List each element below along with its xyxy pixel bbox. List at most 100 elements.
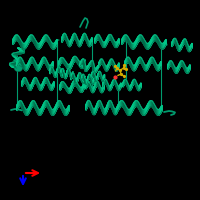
Polygon shape — [90, 41, 91, 46]
Polygon shape — [21, 101, 22, 107]
Polygon shape — [49, 39, 50, 45]
Polygon shape — [93, 66, 94, 71]
Polygon shape — [178, 46, 179, 51]
Polygon shape — [29, 106, 30, 113]
Polygon shape — [93, 63, 94, 68]
Polygon shape — [51, 64, 52, 70]
Polygon shape — [22, 42, 23, 48]
Polygon shape — [116, 108, 117, 114]
Polygon shape — [91, 61, 92, 65]
Polygon shape — [121, 101, 122, 106]
Polygon shape — [43, 57, 44, 63]
Polygon shape — [181, 43, 182, 48]
Polygon shape — [66, 86, 67, 91]
Polygon shape — [96, 67, 97, 72]
Polygon shape — [18, 61, 22, 62]
Polygon shape — [131, 62, 132, 68]
Polygon shape — [71, 73, 85, 83]
Polygon shape — [65, 84, 66, 89]
Polygon shape — [84, 60, 85, 65]
Polygon shape — [95, 69, 96, 73]
Polygon shape — [20, 50, 24, 52]
Polygon shape — [149, 42, 150, 48]
Polygon shape — [43, 37, 44, 43]
Polygon shape — [40, 42, 41, 48]
Polygon shape — [140, 106, 141, 112]
Polygon shape — [144, 40, 145, 46]
Polygon shape — [13, 35, 57, 49]
Polygon shape — [17, 61, 21, 63]
Polygon shape — [136, 40, 137, 45]
Polygon shape — [17, 61, 22, 62]
Polygon shape — [93, 66, 94, 70]
Polygon shape — [79, 86, 80, 91]
Polygon shape — [17, 57, 53, 71]
Polygon shape — [75, 56, 76, 61]
Polygon shape — [43, 104, 44, 110]
Polygon shape — [163, 43, 164, 49]
Polygon shape — [10, 65, 14, 66]
Polygon shape — [69, 65, 70, 69]
Polygon shape — [67, 64, 68, 69]
Polygon shape — [85, 66, 86, 71]
Polygon shape — [90, 62, 91, 66]
Polygon shape — [18, 36, 19, 42]
Polygon shape — [78, 60, 79, 65]
Polygon shape — [153, 103, 154, 109]
Polygon shape — [59, 61, 60, 66]
Polygon shape — [83, 60, 84, 64]
Polygon shape — [20, 57, 21, 63]
Polygon shape — [133, 104, 134, 110]
Polygon shape — [18, 58, 19, 64]
Polygon shape — [187, 44, 188, 49]
Polygon shape — [12, 55, 17, 56]
Polygon shape — [83, 84, 84, 89]
Polygon shape — [82, 59, 83, 64]
Polygon shape — [65, 110, 66, 115]
Polygon shape — [18, 48, 22, 49]
Polygon shape — [12, 54, 16, 56]
Polygon shape — [41, 40, 42, 46]
Polygon shape — [177, 44, 178, 49]
Polygon shape — [80, 62, 81, 67]
Polygon shape — [81, 63, 82, 68]
Polygon shape — [11, 63, 15, 64]
Polygon shape — [189, 47, 190, 51]
Polygon shape — [42, 83, 43, 88]
Polygon shape — [17, 60, 18, 66]
Polygon shape — [64, 33, 65, 39]
Polygon shape — [69, 89, 70, 93]
Polygon shape — [119, 102, 120, 108]
Polygon shape — [91, 61, 92, 65]
Polygon shape — [59, 56, 85, 70]
Polygon shape — [40, 62, 41, 68]
Polygon shape — [74, 81, 75, 85]
Polygon shape — [51, 85, 52, 90]
Polygon shape — [68, 64, 69, 69]
Polygon shape — [14, 53, 19, 54]
Polygon shape — [14, 56, 18, 58]
Polygon shape — [16, 62, 21, 63]
Polygon shape — [60, 101, 61, 107]
Polygon shape — [62, 82, 63, 86]
Polygon shape — [77, 58, 78, 64]
Polygon shape — [124, 35, 125, 41]
Polygon shape — [63, 82, 64, 87]
Polygon shape — [144, 64, 145, 70]
Polygon shape — [191, 44, 192, 49]
Polygon shape — [66, 36, 67, 41]
Polygon shape — [135, 101, 136, 107]
Polygon shape — [85, 66, 86, 70]
Polygon shape — [99, 59, 119, 71]
Polygon shape — [96, 67, 97, 72]
Polygon shape — [108, 102, 109, 108]
Polygon shape — [175, 39, 176, 44]
Polygon shape — [84, 61, 85, 66]
Polygon shape — [16, 62, 20, 63]
Polygon shape — [63, 59, 64, 64]
Polygon shape — [99, 101, 100, 106]
Polygon shape — [78, 60, 79, 65]
Polygon shape — [64, 109, 65, 115]
Polygon shape — [84, 62, 85, 67]
Polygon shape — [65, 61, 66, 66]
